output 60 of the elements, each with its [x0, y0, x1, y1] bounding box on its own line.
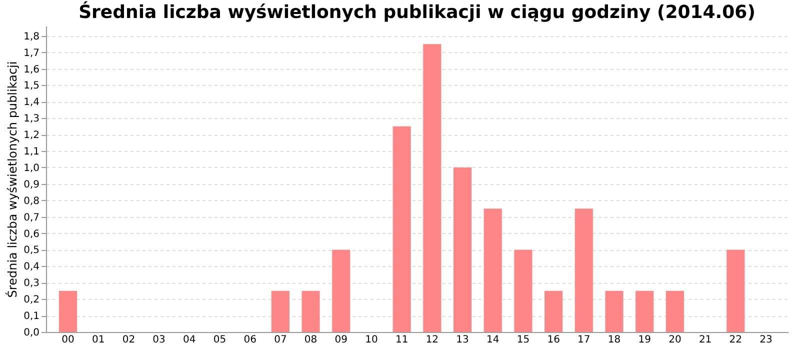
bar — [605, 290, 624, 332]
y-tick-label: 0,9 — [24, 179, 40, 190]
x-tick-label: 18 — [608, 334, 621, 346]
y-tick-label: 1,2 — [24, 130, 40, 142]
chart-title: Średnia liczba wyświetlonych publikacji w ciągu godziny (2014.06) — [78, 1, 756, 23]
bar — [514, 250, 532, 332]
x-tick-label: 14 — [486, 334, 500, 346]
bar — [58, 290, 78, 332]
y-tick-label: 1,6 — [24, 64, 40, 76]
y-tick-label: 0,3 — [24, 278, 40, 290]
bar — [574, 208, 593, 332]
bar — [726, 250, 745, 332]
y-tick-label: 0,2 — [24, 294, 40, 306]
x-tick-label: 11 — [395, 334, 408, 346]
y-tick-label: 1,8 — [24, 31, 40, 42]
y-tick-label: 0,7 — [24, 212, 40, 224]
x-tick-label: 20 — [668, 334, 682, 346]
x-tick-label: 23 — [760, 334, 772, 346]
bar — [302, 290, 320, 332]
y-axis-title: Średnia liczba wyświetlonych publikacji — [4, 61, 20, 298]
y-tick-label: 1,4 — [24, 97, 40, 108]
bar — [484, 208, 502, 332]
x-tick-label: 01 — [92, 334, 105, 346]
bar — [636, 290, 654, 332]
x-tick-label: 12 — [426, 334, 439, 346]
y-tick-label: 1,3 — [24, 114, 40, 125]
y-tick-label: 1,1 — [24, 146, 40, 158]
bar — [332, 250, 350, 332]
x-tick-label: 22 — [729, 334, 742, 346]
x-tick-label: 15 — [516, 334, 530, 346]
x-tick-label: 19 — [638, 334, 651, 346]
y-tick-label: 0,8 — [24, 196, 40, 207]
x-tick-label: 13 — [456, 334, 469, 346]
x-tick-label: 05 — [213, 334, 226, 346]
bar — [666, 290, 684, 332]
bar — [544, 290, 563, 332]
y-tick-label: 1,7 — [24, 48, 40, 59]
x-tick-label: 07 — [274, 334, 287, 346]
x-tick-label: 02 — [122, 334, 136, 346]
y-tick-label: 0,5 — [24, 245, 40, 256]
y-tick-label: 0,1 — [24, 311, 40, 322]
x-tick-label: 08 — [304, 334, 318, 346]
x-tick-label: 09 — [334, 334, 348, 346]
y-tick-label: 0,6 — [24, 228, 40, 240]
x-tick-label: 10 — [365, 334, 378, 346]
x-tick-label: 21 — [698, 334, 712, 346]
y-tick-label: 1,0 — [24, 162, 40, 174]
x-tick-label: 17 — [578, 334, 590, 346]
bar — [423, 44, 442, 332]
bar — [453, 167, 472, 332]
bar — [271, 290, 290, 332]
y-tick-label: 0,0 — [24, 328, 40, 338]
x-tick-label: 16 — [547, 334, 560, 346]
y-tick-label: 1,5 — [24, 80, 40, 92]
x-tick-label: 06 — [244, 334, 256, 346]
bar — [392, 126, 411, 332]
x-tick-label: 04 — [183, 334, 196, 346]
x-tick-label: 03 — [152, 334, 166, 346]
x-tick-label: 00 — [62, 334, 74, 346]
y-tick-label: 0,4 — [24, 262, 40, 273]
